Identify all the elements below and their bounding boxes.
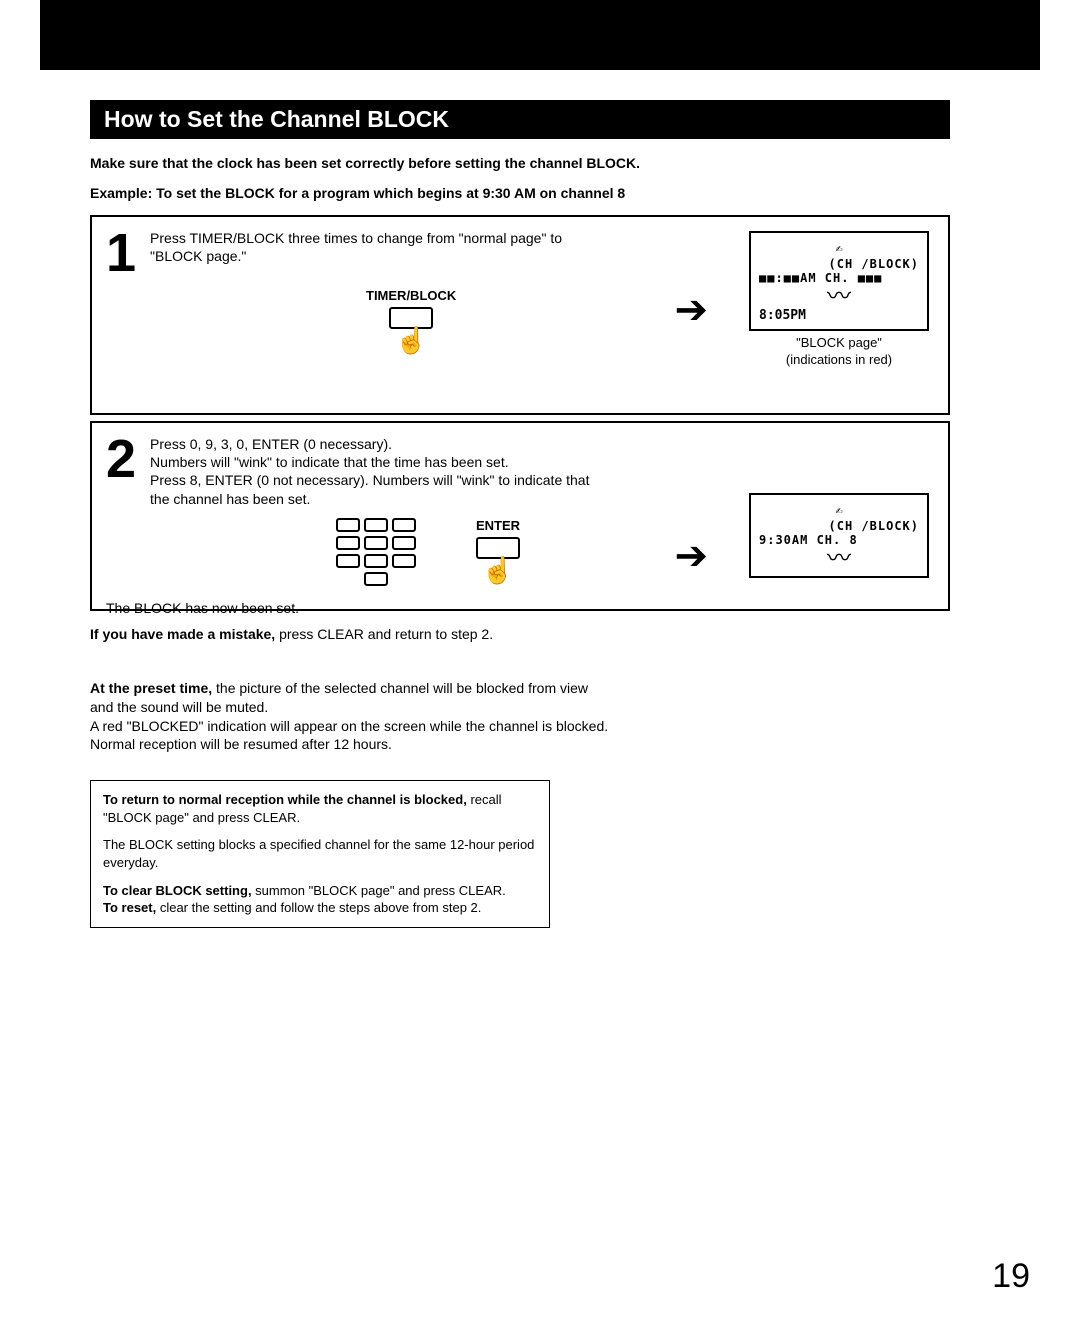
timer-block-label: TIMER/BLOCK xyxy=(366,288,456,303)
step-2-text: Press 0, 9, 3, 0, ENTER (0 necessary). N… xyxy=(150,435,590,508)
mistake-note: If you have made a mistake, press CLEAR … xyxy=(90,625,590,644)
step-1-box: 1 Press TIMER/BLOCK three times to chang… xyxy=(90,215,950,415)
keypad-icon xyxy=(336,518,416,586)
preset-note: At the preset time, the picture of the s… xyxy=(90,660,610,754)
timer-block-button-icon: ☝ xyxy=(389,307,433,356)
tips-box: To return to normal reception while the … xyxy=(90,780,550,927)
intro-example: Example: To set the BLOCK for a program … xyxy=(90,185,950,201)
tv1-line1: (CH /BLOCK) xyxy=(759,257,919,271)
hand-icon: ☝ xyxy=(482,555,514,586)
top-bar xyxy=(40,0,1040,70)
timer-block-button-area: TIMER/BLOCK ☝ xyxy=(366,288,456,356)
arrow-icon: ➔ xyxy=(674,533,708,579)
arrow-icon: ➔ xyxy=(674,287,708,333)
page-title: How to Set the Channel BLOCK xyxy=(90,100,950,139)
step-1-tv: ✍ (CH /BLOCK) ■■:■■AM CH. ■■■ 〰 8:05PM "… xyxy=(744,231,934,369)
tv1-caption: "BLOCK page" (indications in red) xyxy=(786,335,892,369)
step-2-number: 2 xyxy=(106,435,136,484)
page-number: 19 xyxy=(992,1257,1030,1296)
enter-button-area: ENTER ☝ xyxy=(476,518,520,586)
tv1-bottom: 8:05PM xyxy=(759,308,919,323)
step-1-number: 1 xyxy=(106,229,136,278)
enter-label: ENTER xyxy=(476,518,520,533)
step-1-text: Press TIMER/BLOCK three times to change … xyxy=(150,229,570,265)
step-2-tv: ✍ (CH /BLOCK) 9:30AM CH. 8 〰 xyxy=(744,493,934,578)
page-content: How to Set the Channel BLOCK Make sure t… xyxy=(90,100,950,928)
hand-icon: ☝ xyxy=(395,325,427,356)
intro-clock: Make sure that the clock has been set co… xyxy=(90,155,950,171)
step-2-box: 2 Press 0, 9, 3, 0, ENTER (0 necessary).… xyxy=(90,421,950,611)
tv2-line1: (CH /BLOCK) xyxy=(759,519,919,533)
step-2-footer: The BLOCK has now been set. xyxy=(106,600,934,616)
